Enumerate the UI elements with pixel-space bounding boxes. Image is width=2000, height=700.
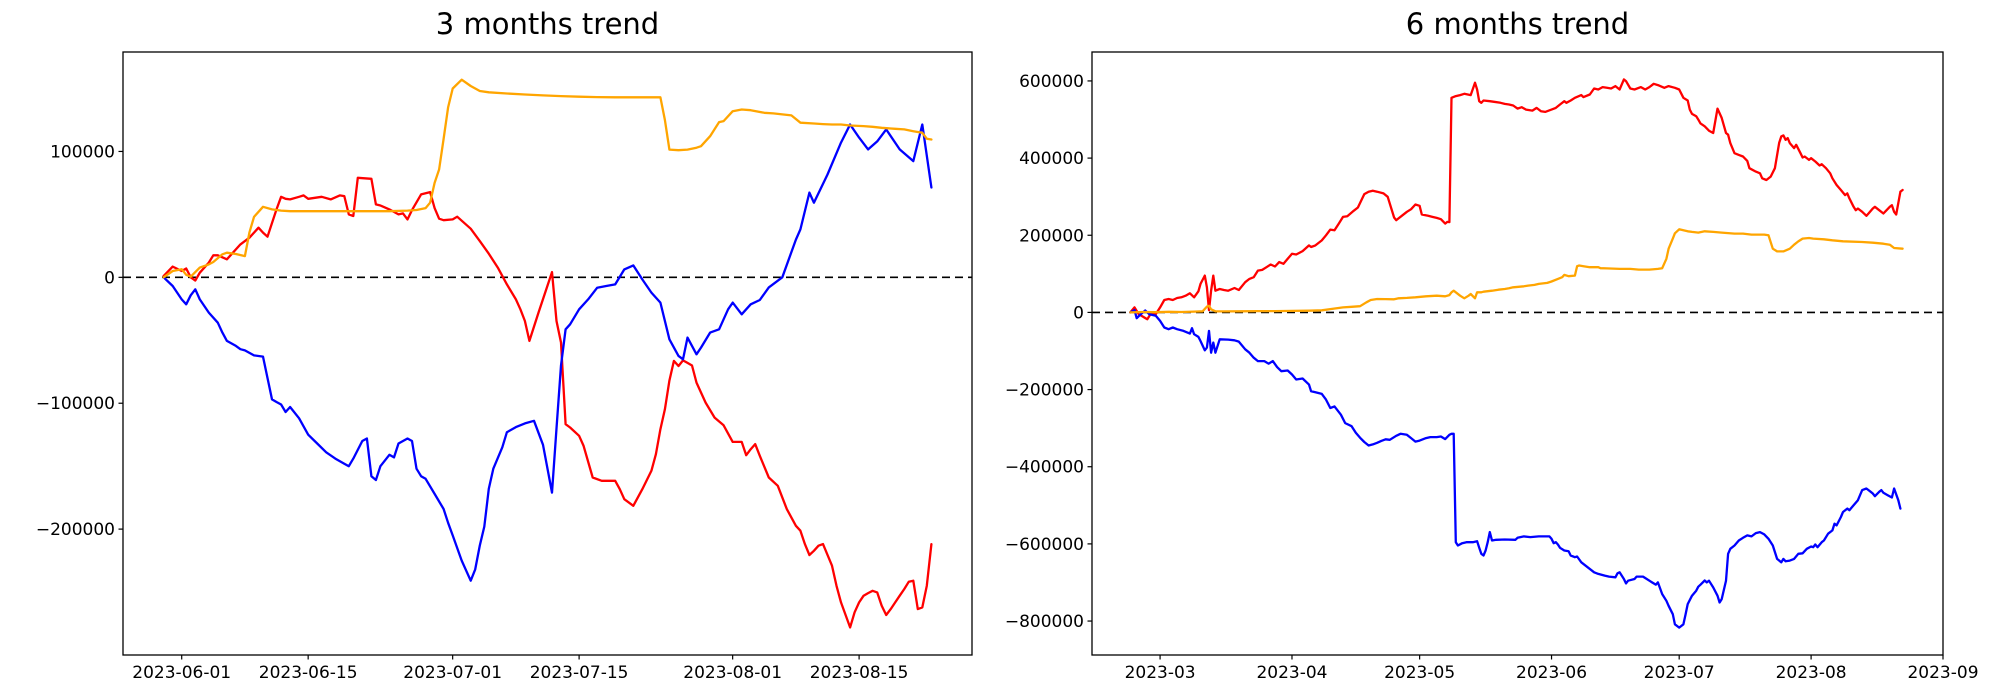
plot-border <box>1091 51 1944 656</box>
chart-title-3-months: 3 months trend <box>435 7 660 41</box>
y-tick-label: 600000 <box>1019 72 1084 92</box>
y-tick-label: −100000 <box>36 394 115 414</box>
y-tick-label: −200000 <box>36 520 115 540</box>
y-tick-label: 0 <box>1073 303 1084 323</box>
series-line-red <box>162 176 933 629</box>
x-tick-label: 2023-05 <box>1384 663 1455 683</box>
x-tick-label: 2023-03 <box>1125 663 1196 683</box>
series-line-red <box>1129 78 1904 321</box>
chart-title-6-months: 6 months trend <box>1405 7 1630 41</box>
x-tick-label: 2023-08 <box>1776 663 1847 683</box>
series-line-orange <box>162 78 933 279</box>
y-tick-label: −600000 <box>1005 535 1084 555</box>
x-tick-label: 2023-07 <box>1644 663 1715 683</box>
plot-border <box>122 51 973 656</box>
series-line-blue <box>162 123 933 582</box>
x-tick-label: 2023-06-15 <box>259 663 358 683</box>
y-tick-label: 400000 <box>1019 149 1084 169</box>
y-tick-label: 0 <box>104 268 115 288</box>
x-tick-label: 2023-09 <box>1907 663 1978 683</box>
series-line-orange <box>1129 228 1904 314</box>
y-tick-label: −400000 <box>1005 458 1084 478</box>
y-tick-label: −200000 <box>1005 381 1084 401</box>
y-tick-label: −800000 <box>1005 612 1084 632</box>
x-tick-label: 2023-06-01 <box>132 663 231 683</box>
x-tick-label: 2023-08-15 <box>810 663 909 683</box>
x-tick-label: 2023-06 <box>1516 663 1587 683</box>
x-tick-label: 2023-07-15 <box>530 663 629 683</box>
y-tick-label: 100000 <box>50 142 115 162</box>
series-line-blue <box>1129 308 1902 629</box>
y-tick-label: 200000 <box>1019 226 1084 246</box>
x-tick-label: 2023-07-01 <box>403 663 502 683</box>
x-tick-label: 2023-08-01 <box>683 663 782 683</box>
x-tick-label: 2023-04 <box>1256 663 1327 683</box>
